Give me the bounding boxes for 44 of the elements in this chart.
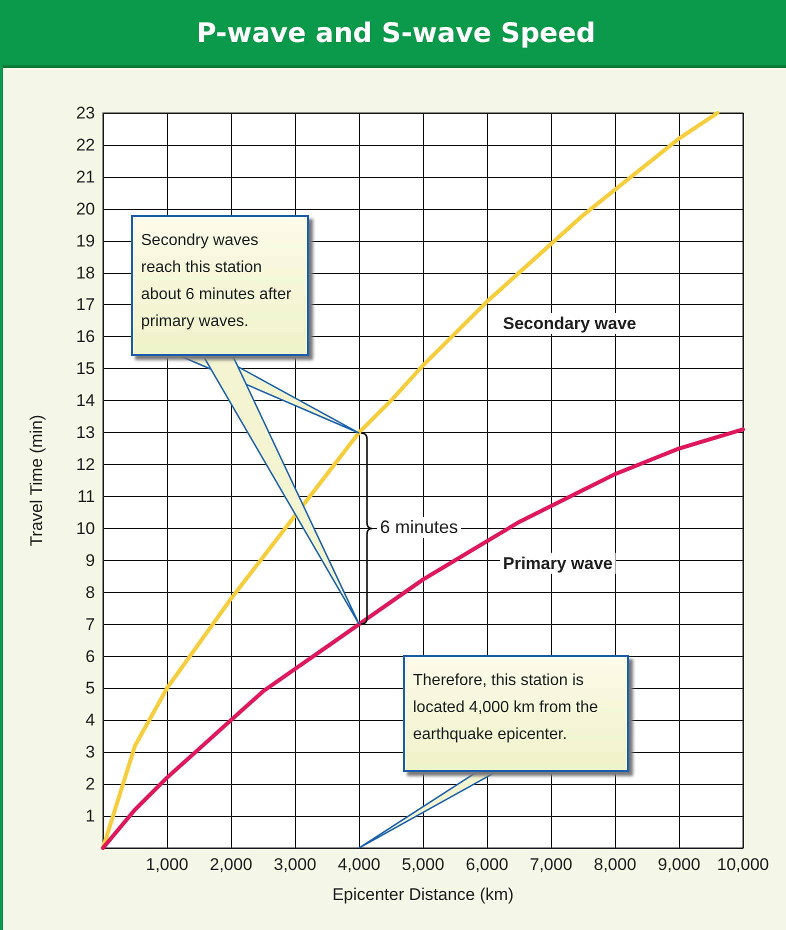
y-tick-label: 19 — [76, 231, 95, 250]
y-tick-label: 3 — [86, 742, 95, 762]
x-tick-label: 7,000 — [530, 855, 572, 874]
callout-box: Therefore, this station is located 4,000 km from the earthquake epicenter. — [403, 655, 629, 772]
y-tick-label: 23 — [76, 104, 95, 122]
y-tick-label: 13 — [76, 423, 95, 442]
line-series — [101, 427, 745, 850]
chart-title: P-wave and S-wave Speed — [3, 0, 786, 68]
annotation: 6 minutes — [377, 516, 462, 538]
x-tick-label: 9,000 — [658, 855, 700, 874]
y-tick-label: 2 — [86, 774, 95, 794]
y-tick-label: 16 — [76, 327, 95, 346]
y-tick-label: 5 — [86, 678, 95, 698]
y-tick-label: 17 — [76, 295, 95, 314]
x-tick-label: 5,000 — [402, 855, 444, 874]
series-label: Primary wave — [503, 554, 613, 573]
series-label: Secondary wave — [503, 314, 636, 333]
x-tick-label: 2,000 — [210, 855, 252, 874]
y-axis-title: Travel Time (min) — [27, 414, 46, 546]
annotation: Secondry waves reach this station about 6 minutes after primary waves. — [141, 232, 292, 330]
x-tick-label: 6,000 — [466, 855, 508, 874]
x-tick-label: 3,000 — [274, 855, 316, 874]
y-tick-label: 4 — [86, 710, 95, 730]
y-tick-label: 12 — [76, 455, 95, 474]
y-tick-label: 1 — [86, 806, 95, 826]
callout-box: Secondry waves reach this station about 6 minutes after primary waves. — [131, 215, 309, 356]
y-tick-label: 20 — [76, 199, 95, 218]
y-tick-label: 6 — [86, 646, 95, 666]
x-tick-label: 1,000 — [146, 855, 188, 874]
x-axis-title: Epicenter Distance (km) — [332, 885, 514, 904]
y-tick-label: 22 — [76, 135, 95, 154]
y-tick-label: 8 — [86, 582, 95, 602]
x-tick-label: 4,000 — [338, 855, 380, 874]
x-tick-label: 10,000 — [717, 855, 769, 874]
y-tick-label: 15 — [76, 359, 95, 378]
y-tick-label: 21 — [76, 167, 95, 186]
y-tick-label: 10 — [76, 518, 95, 538]
x-tick-label: 8,000 — [594, 855, 636, 874]
y-tick-label: 18 — [76, 263, 95, 282]
annotation: Therefore, this station is located 4,000 km from the earthquake epicenter. — [413, 672, 598, 743]
y-tick-label: 11 — [77, 486, 95, 506]
y-tick-label: 9 — [86, 550, 95, 570]
y-tick-label: 7 — [86, 614, 95, 634]
y-tick-label: 14 — [76, 391, 95, 410]
